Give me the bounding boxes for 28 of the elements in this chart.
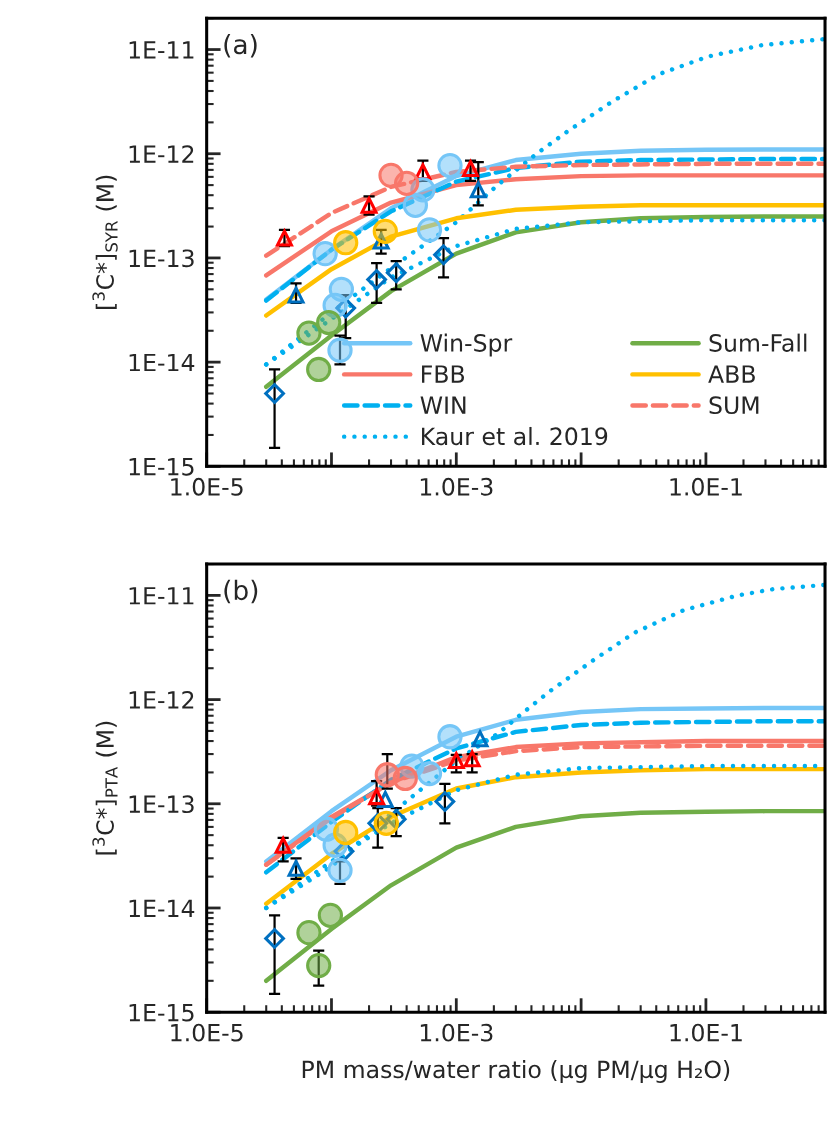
x-tick-label: 1.0E-5 (171, 1023, 243, 1042)
x-tick-label: 1.0E-3 (420, 1023, 493, 1042)
y-tick-label: 1E-12 (129, 145, 194, 163)
x-axis-title: PM mass/water ratio (μg PM/μg H₂O) (302, 1060, 730, 1083)
y-tick-label: 1E-13 (129, 795, 194, 814)
y-tick-label: 1E-12 (129, 691, 194, 709)
annotation: (a) (224, 33, 257, 58)
y-tick-label: 1E-15 (129, 458, 194, 476)
legend-label: Kaur et al. 2019 (422, 426, 608, 446)
y-axis-title: [$^{3}$C*]$_{PTA}$ (M) (92, 721, 118, 855)
annotation: (b) (224, 579, 258, 604)
x-tick-label: 1.0E-1 (670, 1023, 742, 1042)
y-tick-label: 1E-15 (129, 1003, 194, 1022)
y-tick-label: 1E-14 (129, 353, 195, 372)
y-tick-label: 1E-11 (129, 41, 194, 59)
legend-label: Win-Spr (420, 333, 513, 357)
x-tick-label: 1.0E-3 (420, 477, 493, 496)
legend-label: Sum-Fall (709, 333, 807, 352)
legend-label: SUM (709, 396, 759, 415)
x-tick-label: 1.0E-5 (171, 477, 243, 496)
y-tick-label: 1E-13 (129, 249, 194, 268)
y-axis-title: [$^{3}$C*]$_{SYR}$ (M) (92, 175, 118, 309)
legend-label: WIN (420, 396, 466, 414)
y-tick-label: 1E-11 (129, 587, 194, 605)
x-tick-label: 1.0E-1 (670, 477, 742, 496)
legend-label: ABB (708, 365, 755, 383)
legend-label: FBB (422, 365, 465, 383)
y-tick-label: 1E-14 (129, 899, 195, 917)
